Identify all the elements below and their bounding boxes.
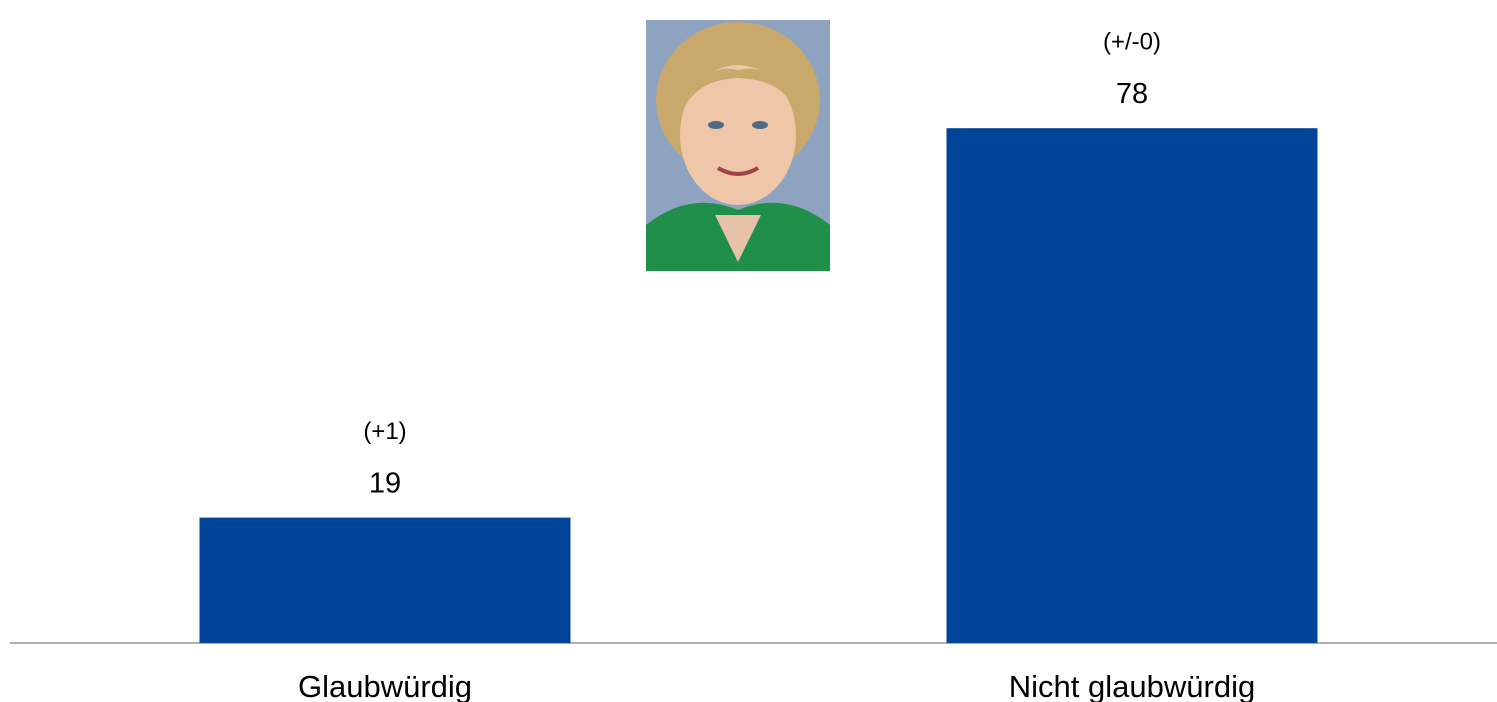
x-tick-label: Nicht glaubwürdig <box>1009 669 1255 702</box>
bar <box>946 128 1318 643</box>
value-label: 19 <box>369 467 401 499</box>
change-label: (+/-0) <box>1103 29 1161 56</box>
bar <box>199 517 571 643</box>
change-label: (+1) <box>363 418 406 445</box>
portrait-photo <box>646 20 830 271</box>
x-tick-label: Glaubwürdig <box>298 669 472 702</box>
value-label: 78 <box>1116 78 1148 110</box>
